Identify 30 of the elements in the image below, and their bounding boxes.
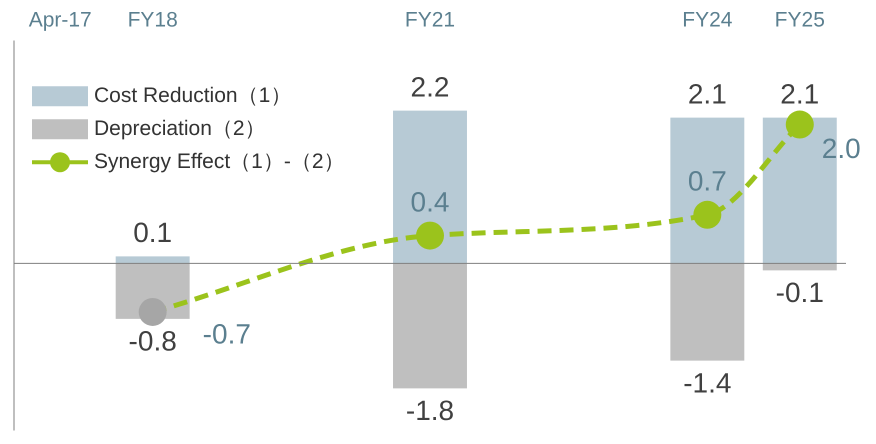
point — [138, 298, 167, 326]
legend-label: Cost Reduction（1） — [94, 84, 292, 107]
legend-label: Depreciation（2） — [94, 116, 266, 140]
data-label: 0.7 — [688, 165, 727, 196]
x-tick-label: FY25 — [774, 8, 825, 32]
data-label: -0.8 — [128, 326, 177, 357]
x-tick-label: FY24 — [682, 8, 733, 32]
bar — [670, 118, 744, 264]
point — [693, 200, 722, 229]
point — [416, 222, 444, 250]
data-label: 2.0 — [822, 133, 861, 164]
bar — [116, 256, 190, 264]
point — [786, 110, 814, 139]
data-label: 2.1 — [688, 78, 727, 110]
x-tick-label: FY18 — [128, 8, 178, 32]
bar — [762, 263, 837, 270]
data-label: -0.1 — [776, 277, 824, 308]
data-label: 0.1 — [133, 217, 172, 248]
data-label: 2.2 — [410, 71, 450, 102]
bar — [670, 263, 744, 361]
bar — [393, 263, 467, 388]
legend-label: Synergy Effect（1）-（2） — [94, 150, 345, 173]
data-label: -1.4 — [683, 367, 732, 398]
data-label: -0.7 — [202, 318, 251, 350]
data-label: 2.1 — [780, 78, 820, 110]
x-tick-label: FY21 — [404, 8, 456, 32]
x-tick-label: Apr-17 — [28, 8, 92, 32]
data-label: 0.4 — [410, 186, 450, 218]
data-label: -1.8 — [406, 395, 454, 426]
bar — [393, 110, 467, 264]
